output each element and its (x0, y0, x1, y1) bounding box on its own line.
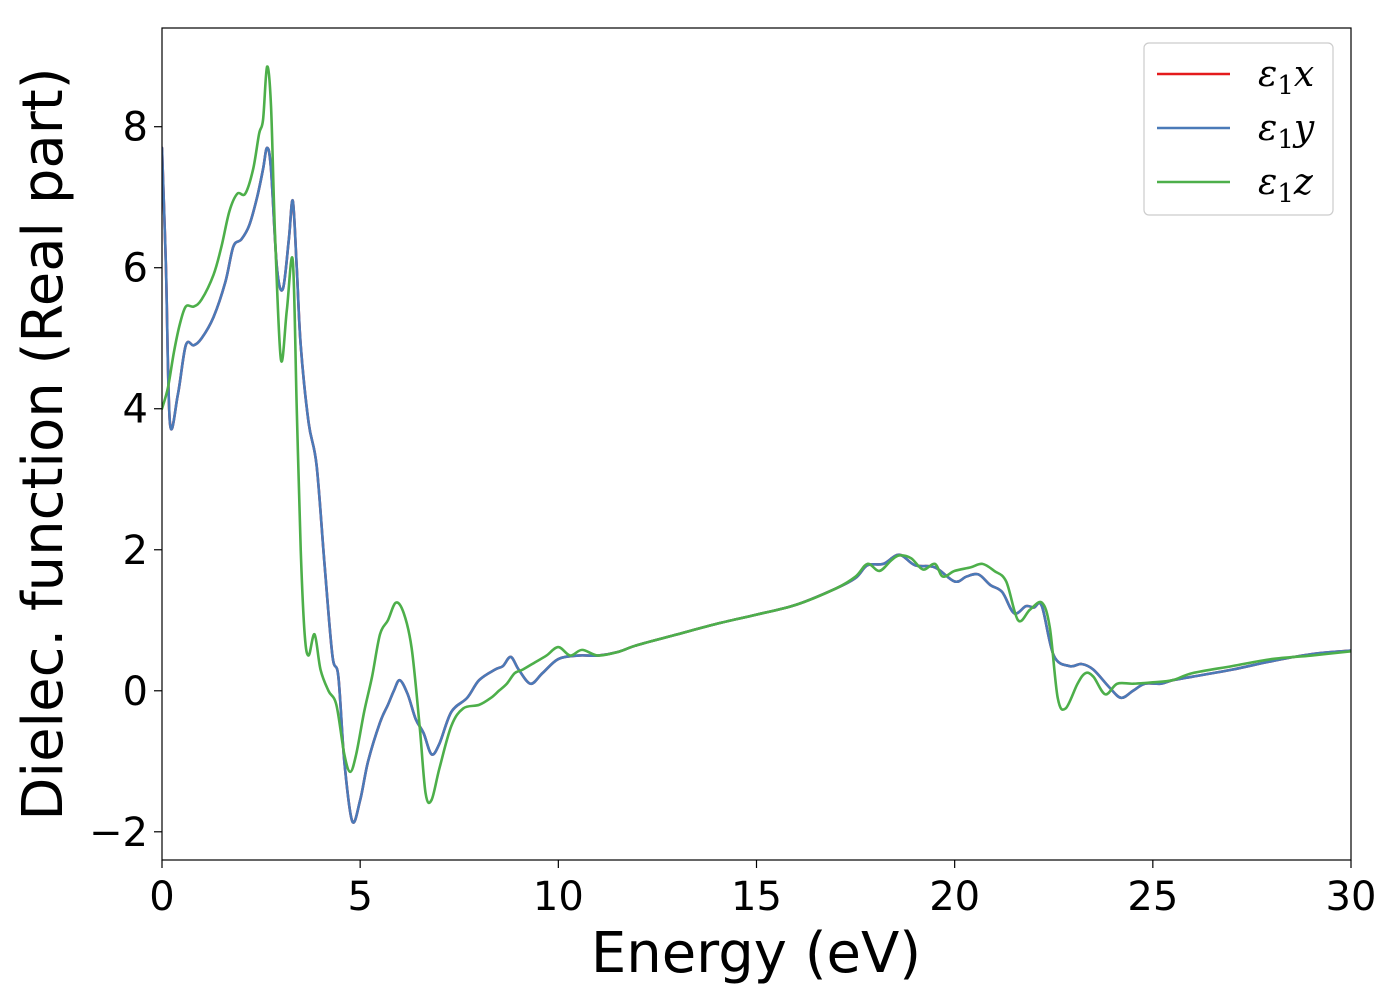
series-line-3 (162, 65, 1351, 805)
y-tick-label: −2 (89, 810, 148, 856)
x-tick-label: 25 (1127, 874, 1178, 920)
legend-label-3: ε1z (1258, 162, 1314, 209)
y-axis-title: Dielec. function (Real part) (11, 67, 76, 820)
y-tick-label: 4 (123, 387, 148, 433)
plot-lines (162, 65, 1351, 824)
y-axis-ticks: −2 0 2 4 6 8 (89, 105, 162, 856)
x-tick-label: 0 (149, 874, 174, 920)
x-axis-ticks: 0 5 10 15 20 25 30 (149, 860, 1376, 920)
y-tick-label: 2 (123, 528, 148, 574)
legend: ε1x ε1y ε1z (1143, 42, 1334, 216)
x-axis-title: Energy (eV) (591, 921, 921, 986)
legend-label-2: ε1y (1258, 108, 1315, 155)
y-tick-label: 0 (123, 669, 148, 715)
x-tick-label: 15 (731, 874, 782, 920)
y-tick-label: 6 (123, 246, 148, 292)
x-tick-label: 5 (347, 874, 372, 920)
x-tick-label: 20 (929, 874, 980, 920)
series-line-2 (162, 146, 1351, 824)
y-tick-label: 8 (123, 105, 148, 151)
legend-label-1: ε1x (1258, 54, 1314, 101)
x-tick-label: 30 (1326, 874, 1377, 920)
legend-box (1143, 42, 1334, 216)
x-tick-label: 10 (533, 874, 584, 920)
